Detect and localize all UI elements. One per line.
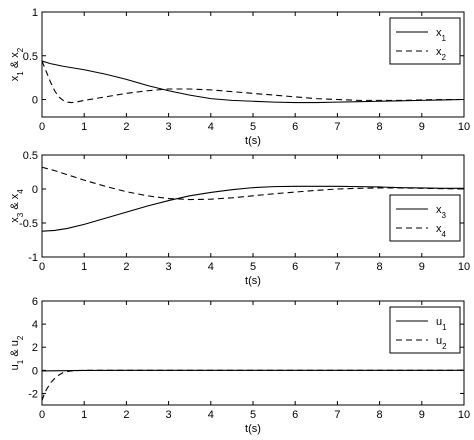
legend-label: u1 — [436, 316, 447, 332]
x-tick-label: 3 — [166, 409, 172, 421]
y-tick-label: 2 — [32, 342, 38, 354]
x-tick-label: 7 — [334, 121, 340, 133]
x-axis-label: t(s) — [245, 275, 261, 287]
legend-box — [389, 306, 461, 354]
x-tick-label: 7 — [334, 261, 340, 273]
x-tick-label: 3 — [166, 261, 172, 273]
x-tick-label: 5 — [250, 261, 256, 273]
x-tick-label: 8 — [377, 409, 383, 421]
x-tick-label: 8 — [377, 261, 383, 273]
x-tick-label: 10 — [458, 409, 470, 421]
legend-label: x3 — [436, 204, 447, 220]
y-axis-label: u1 & u2 — [9, 335, 25, 370]
x-axis-label: t(s) — [245, 135, 261, 147]
legend-label: u2 — [436, 335, 447, 351]
y-tick-label: 6 — [32, 296, 38, 308]
legend-box — [389, 194, 461, 242]
y-tick-label: -1 — [28, 252, 38, 264]
x-tick-label: 2 — [123, 261, 129, 273]
x-axis-label: t(s) — [245, 423, 261, 435]
series-line-u2 — [42, 369, 464, 401]
y-tick-label: 1 — [32, 7, 38, 19]
x-tick-label: 10 — [458, 121, 470, 133]
x-tick-label: 3 — [166, 121, 172, 133]
legend-box — [389, 17, 461, 65]
y-tick-label: 0.5 — [23, 150, 38, 162]
y-tick-label: -2 — [28, 388, 38, 400]
x-tick-label: 9 — [419, 409, 425, 421]
x-tick-label: 2 — [123, 409, 129, 421]
x-tick-label: 6 — [292, 261, 298, 273]
series-line-x3 — [42, 185, 464, 232]
series-line-x2 — [42, 60, 464, 104]
series-line-x4 — [42, 166, 464, 201]
x-tick-label: 4 — [208, 121, 214, 133]
x-tick-label: 5 — [250, 121, 256, 133]
x-tick-label: 0 — [39, 409, 45, 421]
y-tick-label: 0.5 — [23, 51, 38, 63]
y-tick-label: 0 — [32, 95, 38, 107]
x-tick-label: 2 — [123, 121, 129, 133]
x-tick-label: 10 — [458, 261, 470, 273]
legend-label: x2 — [436, 46, 447, 62]
x-tick-label: 0 — [39, 121, 45, 133]
x-tick-label: 1 — [81, 121, 87, 133]
y-axis-label: x3 & x4 — [9, 189, 25, 223]
x-tick-label: 0 — [39, 261, 45, 273]
x-tick-label: 9 — [419, 261, 425, 273]
legend-label: x1 — [436, 27, 447, 43]
x-tick-label: 4 — [208, 261, 214, 273]
y-tick-label: -0.5 — [19, 218, 38, 230]
y-tick-label: 0 — [32, 184, 38, 196]
y-axis-label: x1 & x2 — [9, 47, 25, 81]
x-tick-label: 7 — [334, 409, 340, 421]
x-tick-label: 4 — [208, 409, 214, 421]
x-tick-label: 1 — [81, 409, 87, 421]
series-line-x1 — [42, 60, 464, 104]
x-tick-label: 8 — [377, 121, 383, 133]
x-tick-label: 6 — [292, 409, 298, 421]
y-tick-label: 0 — [32, 365, 38, 377]
legend-label: x4 — [436, 223, 447, 239]
x-tick-label: 9 — [419, 121, 425, 133]
x-tick-label: 1 — [81, 261, 87, 273]
x-tick-label: 5 — [250, 409, 256, 421]
y-tick-label: 4 — [32, 319, 38, 331]
x-tick-label: 6 — [292, 121, 298, 133]
